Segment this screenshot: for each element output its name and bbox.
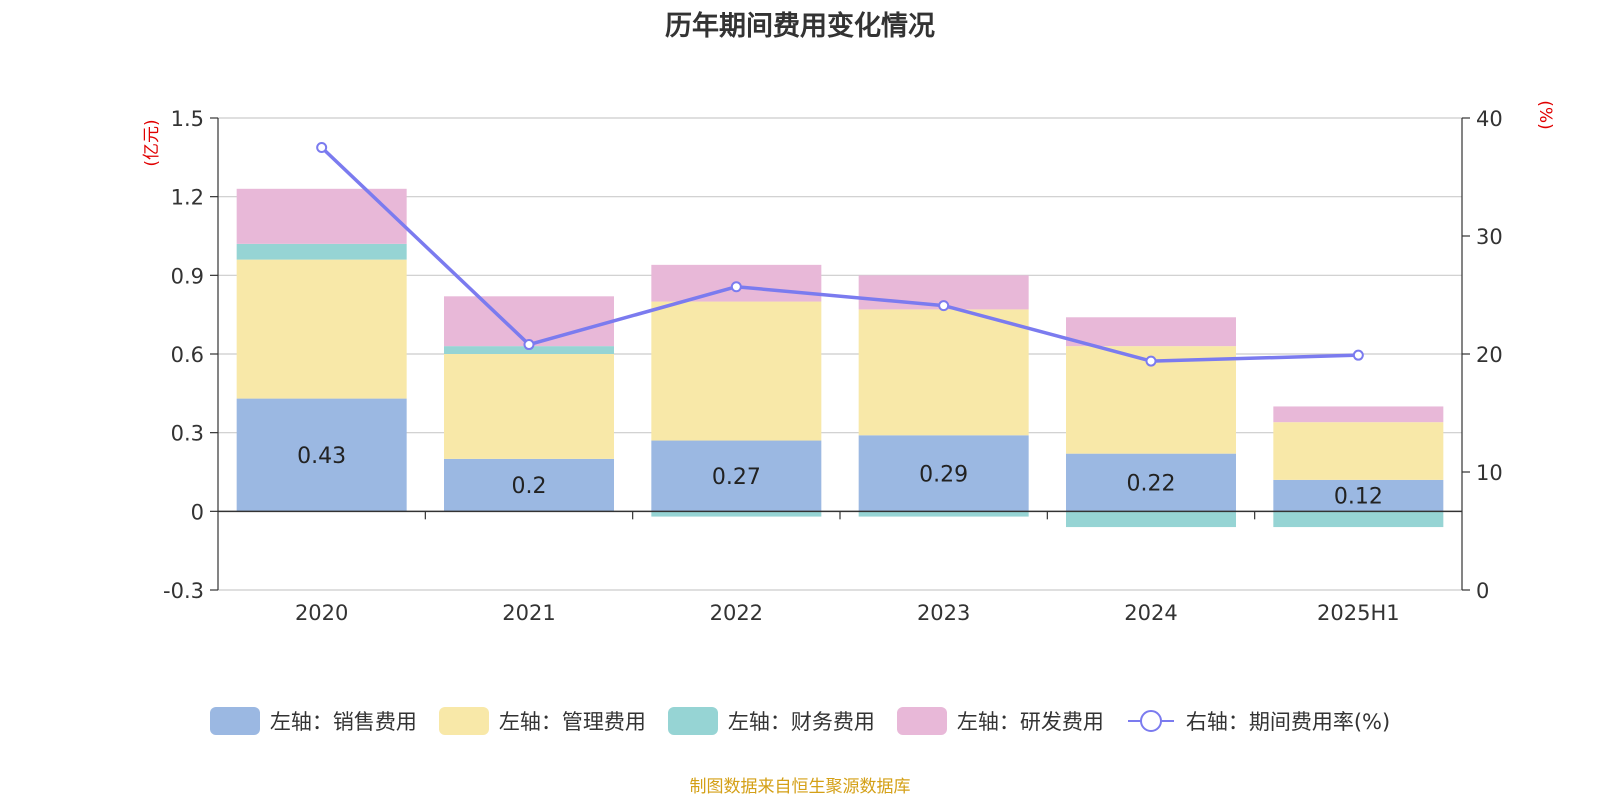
legend-label: 右轴：期间费用率(%) [1185, 710, 1391, 734]
legend-label: 左轴：销售费用 [269, 710, 417, 734]
legend-swatch [667, 707, 718, 735]
right-axis-tick-label: 0 [1476, 579, 1489, 603]
bar-segment [236, 188, 407, 244]
legend: 左轴：销售费用 左轴：管理费用 左轴：财务费用 左轴：研发费用 右轴：期间费用率(%) [0, 704, 1600, 738]
left-axis-tick-label: 1.5 [171, 107, 204, 131]
bar-segment [444, 296, 614, 347]
left-axis-unit-label: (亿元) [142, 119, 162, 166]
bar-segment [858, 435, 1029, 512]
bar-data-label: 0.43 [297, 444, 346, 469]
bar-segment [651, 301, 822, 441]
left-axis-tick-label: 0.6 [171, 343, 204, 367]
bar-segment [858, 511, 1029, 517]
legend-label: 左轴：研发费用 [956, 710, 1104, 734]
bar-segment [1273, 511, 1444, 528]
axes: 1.5 1.2 0.9 0.6 0.3 0 -0.3 40 30 20 10 0 2020 2021 202… [142, 100, 1555, 625]
bar-segment [444, 458, 614, 512]
left-axis-tick-label: 0.9 [171, 264, 204, 288]
bar-segment [236, 243, 407, 260]
legend-swatch [896, 707, 947, 735]
bar-segment [858, 309, 1029, 436]
bar-segment [236, 398, 407, 512]
legend-line-marker-icon [1127, 710, 1174, 732]
data-labels: 0.43 0.2 0.27 0.29 0.22 0.12 [297, 444, 1383, 510]
bar-segment [1066, 453, 1236, 512]
bar-segment [1273, 406, 1444, 423]
bar-data-label: 0.2 [512, 474, 547, 499]
left-axis-tick-label: -0.3 [163, 579, 204, 603]
source-note: 制图数据来自恒生聚源数据库 [689, 777, 911, 797]
x-axis-tick-label: 2025H1 [1317, 601, 1400, 625]
legend-label: 左轴：管理费用 [498, 710, 646, 734]
legend-item[interactable]: 左轴：管理费用 [438, 706, 646, 736]
line-series [316, 142, 1364, 367]
bar-data-label: 0.29 [919, 462, 968, 487]
bar-segment [1273, 422, 1444, 480]
legend-label: 左轴：财务费用 [727, 710, 875, 734]
right-axis-tick-label: 20 [1476, 343, 1503, 367]
legend-item[interactable]: 左轴：销售费用 [209, 706, 417, 736]
expense-rate-line [320, 146, 1359, 363]
bar-segment [444, 354, 614, 459]
x-axis-tick-label: 2023 [917, 601, 970, 625]
right-axis-tick-label: 30 [1476, 225, 1503, 249]
legend-swatch [438, 707, 489, 735]
bar-data-label: 0.12 [1334, 485, 1383, 510]
bar-data-label: 0.22 [1127, 471, 1176, 496]
grid-lines [218, 117, 1462, 591]
legend-item[interactable]: 左轴：研发费用 [896, 706, 1104, 736]
bar-segment [651, 511, 822, 517]
bar-segment [236, 259, 407, 399]
expense-rate-point [730, 281, 742, 293]
x-axis-tick-label: 2020 [295, 601, 348, 625]
chart-title: 历年期间费用变化情况 [665, 11, 935, 42]
legend-item[interactable]: 左轴：财务费用 [667, 706, 875, 736]
left-axis-tick-label: 0.3 [171, 422, 204, 446]
bar-segment [1066, 511, 1236, 528]
left-axis-tick-label: 0 [191, 500, 204, 524]
bar-segment [1273, 479, 1444, 512]
expense-rate-point [316, 142, 328, 153]
bar-data-label: 0.27 [712, 465, 761, 490]
right-axis-unit-label: (%) [1535, 100, 1555, 129]
legend-item[interactable]: 右轴：期间费用率(%) [1126, 706, 1390, 736]
expense-rate-point [1145, 355, 1157, 367]
right-axis-tick-label: 40 [1476, 107, 1503, 131]
x-axis-tick-label: 2021 [502, 601, 555, 625]
legend-swatch [209, 707, 260, 735]
expense-rate-point [1352, 349, 1364, 361]
x-axis-tick-label: 2022 [710, 601, 763, 625]
expense-rate-point [938, 300, 950, 312]
x-axis-tick-label: 2024 [1124, 601, 1177, 625]
bars [236, 188, 1444, 528]
left-axis-tick-label: 1.2 [171, 186, 204, 210]
right-axis-tick-label: 10 [1476, 461, 1503, 485]
bar-segment [651, 440, 822, 512]
expense-rate-point [523, 339, 535, 351]
bar-segment [444, 346, 614, 354]
bar-segment [1066, 317, 1236, 347]
